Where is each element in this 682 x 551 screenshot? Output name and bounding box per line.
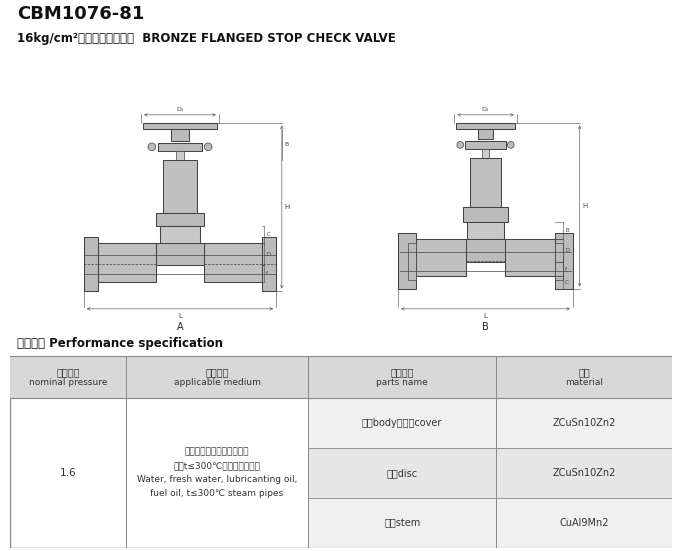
Bar (496, 398, 672, 448)
Bar (84, 237, 98, 291)
Bar (160, 226, 201, 243)
Text: 适用介质: 适用介质 (205, 367, 228, 377)
Bar (204, 243, 263, 282)
Circle shape (204, 143, 212, 151)
Circle shape (148, 143, 155, 151)
Bar (496, 448, 672, 498)
Circle shape (457, 142, 464, 148)
Text: nominal pressure: nominal pressure (29, 378, 107, 387)
Text: applicable medium: applicable medium (173, 378, 261, 387)
Text: L: L (484, 313, 488, 318)
Text: 公称压力: 公称压力 (57, 367, 80, 377)
Circle shape (507, 142, 514, 148)
Text: B: B (482, 322, 489, 332)
Text: 1.6: 1.6 (60, 468, 76, 478)
Bar (143, 123, 217, 129)
Bar (155, 243, 204, 265)
Text: 16kg/cm²法兰青铜截止回阀  BRONZE FLANGED STOP CHECK VALVE: 16kg/cm²法兰青铜截止回阀 BRONZE FLANGED STOP CHE… (17, 31, 396, 45)
Bar (466, 239, 505, 262)
Text: ZCuSn10Zn2: ZCuSn10Zn2 (552, 468, 616, 478)
Bar (467, 222, 504, 239)
Text: B: B (565, 228, 569, 233)
Bar (481, 149, 490, 207)
Text: C: C (266, 232, 270, 237)
Text: H: H (285, 204, 290, 210)
Text: CBM1076-81: CBM1076-81 (17, 6, 144, 23)
Text: 阿盘disc: 阿盘disc (387, 468, 418, 478)
Bar (463, 207, 508, 222)
Text: H: H (582, 203, 588, 209)
Text: f: f (266, 271, 268, 276)
Bar (308, 448, 496, 498)
Bar (308, 498, 496, 548)
Text: A: A (177, 322, 183, 332)
Text: 温度t≤300℃蒸汽的船舶管路: 温度t≤300℃蒸汽的船舶管路 (173, 462, 261, 471)
Text: CuAl9Mn2: CuAl9Mn2 (559, 518, 609, 528)
Bar (10, 356, 672, 398)
Bar (456, 123, 515, 129)
Bar (171, 129, 189, 141)
Text: ZCuSn10Zn2: ZCuSn10Zn2 (552, 418, 616, 428)
Bar (470, 159, 501, 207)
Text: f: f (565, 267, 567, 272)
Bar (263, 237, 276, 291)
Text: D₁: D₁ (482, 107, 489, 112)
Bar (416, 239, 466, 276)
Bar (555, 243, 563, 280)
Text: L: L (178, 313, 182, 318)
Bar (505, 239, 555, 276)
Text: 零件名称: 零件名称 (390, 367, 414, 377)
Bar (478, 129, 493, 139)
Bar (308, 398, 496, 448)
Bar (408, 243, 416, 280)
Text: material: material (565, 378, 603, 387)
Text: 海水、淡水、滑油、燃油和: 海水、淡水、滑油、燃油和 (185, 448, 249, 457)
Text: 阀杆stem: 阀杆stem (384, 518, 420, 528)
Text: D: D (565, 248, 569, 253)
Text: D: D (266, 252, 271, 257)
Text: C: C (565, 280, 569, 285)
Text: D₁: D₁ (176, 107, 183, 112)
Bar (496, 498, 672, 548)
Text: 阀体body，阀盖cover: 阀体body，阀盖cover (362, 418, 443, 428)
Text: B: B (285, 142, 289, 148)
Text: 性能规范 Performance specification: 性能规范 Performance specification (17, 337, 223, 350)
Text: fuel oil, t≤300℃ steam pipes: fuel oil, t≤300℃ steam pipes (150, 489, 284, 498)
Bar (155, 213, 204, 226)
Bar (176, 151, 184, 214)
Bar (465, 141, 506, 149)
Bar (98, 243, 155, 282)
Text: parts name: parts name (376, 378, 428, 387)
Text: 材料: 材料 (578, 367, 590, 377)
Bar (158, 143, 203, 151)
Bar (555, 233, 573, 289)
Text: Water, fresh water, lubricanting oil,: Water, fresh water, lubricanting oil, (137, 476, 297, 484)
Bar (162, 160, 198, 214)
Bar (398, 233, 416, 289)
